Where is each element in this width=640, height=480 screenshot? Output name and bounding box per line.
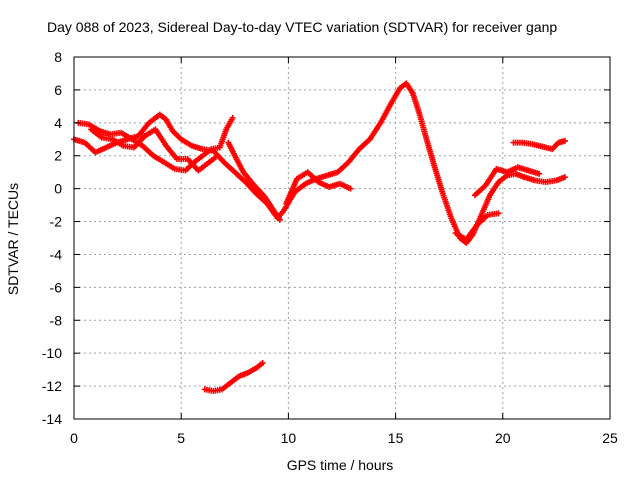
x-tick-label: 25 bbox=[602, 430, 618, 446]
series-track-c bbox=[88, 126, 219, 174]
y-tick-label: -14 bbox=[42, 411, 62, 427]
series-track-h bbox=[471, 164, 543, 199]
tick-layer bbox=[73, 56, 611, 420]
y-tick-label: 2 bbox=[54, 148, 62, 164]
y-tick-label: -2 bbox=[50, 214, 63, 230]
series-track-g bbox=[452, 210, 502, 243]
data-point bbox=[276, 216, 283, 223]
y-tick-label: 8 bbox=[54, 49, 62, 65]
data-point bbox=[259, 360, 266, 367]
x-tick-label: 15 bbox=[388, 430, 404, 446]
data-point bbox=[495, 210, 502, 217]
y-tick-labels: -14 -12 -10 -8 -6 -4 -2 0 2 4 6 8 bbox=[42, 49, 62, 427]
chart-title: Day 088 of 2023, Sidereal Day-to-day VTE… bbox=[47, 19, 557, 35]
data-point bbox=[347, 185, 354, 192]
data-point bbox=[536, 170, 543, 177]
y-tick-label: -4 bbox=[50, 246, 63, 262]
y-tick-label: 4 bbox=[54, 115, 62, 131]
y-axis-title: SDTVAR / TECUs bbox=[5, 183, 21, 295]
series-track-d bbox=[201, 360, 266, 395]
y-tick-label: -8 bbox=[50, 312, 63, 328]
x-tick-label: 10 bbox=[281, 430, 297, 446]
series-track-f bbox=[283, 169, 354, 207]
series-track-b bbox=[75, 114, 236, 174]
y-tick-label: 6 bbox=[54, 82, 62, 98]
grid-layer bbox=[74, 57, 610, 419]
x-tick-label: 20 bbox=[495, 430, 511, 446]
plot-frame bbox=[73, 56, 611, 420]
series-track-i bbox=[510, 137, 568, 153]
x-tick-label: 0 bbox=[70, 430, 78, 446]
y-tick-label: 0 bbox=[54, 181, 62, 197]
x-axis-title: GPS time / hours bbox=[287, 457, 394, 473]
x-tick-labels: 0 5 10 15 20 25 bbox=[70, 430, 618, 446]
data-point bbox=[561, 174, 568, 181]
x-tick-label: 5 bbox=[177, 430, 185, 446]
y-tick-label: -6 bbox=[50, 279, 63, 295]
data-layer bbox=[71, 80, 568, 395]
y-tick-label: -12 bbox=[42, 378, 62, 394]
series-track-e bbox=[225, 139, 283, 223]
data-point bbox=[229, 114, 236, 121]
data-point bbox=[212, 154, 219, 161]
data-point bbox=[561, 137, 568, 144]
y-tick-label: -10 bbox=[42, 345, 62, 361]
